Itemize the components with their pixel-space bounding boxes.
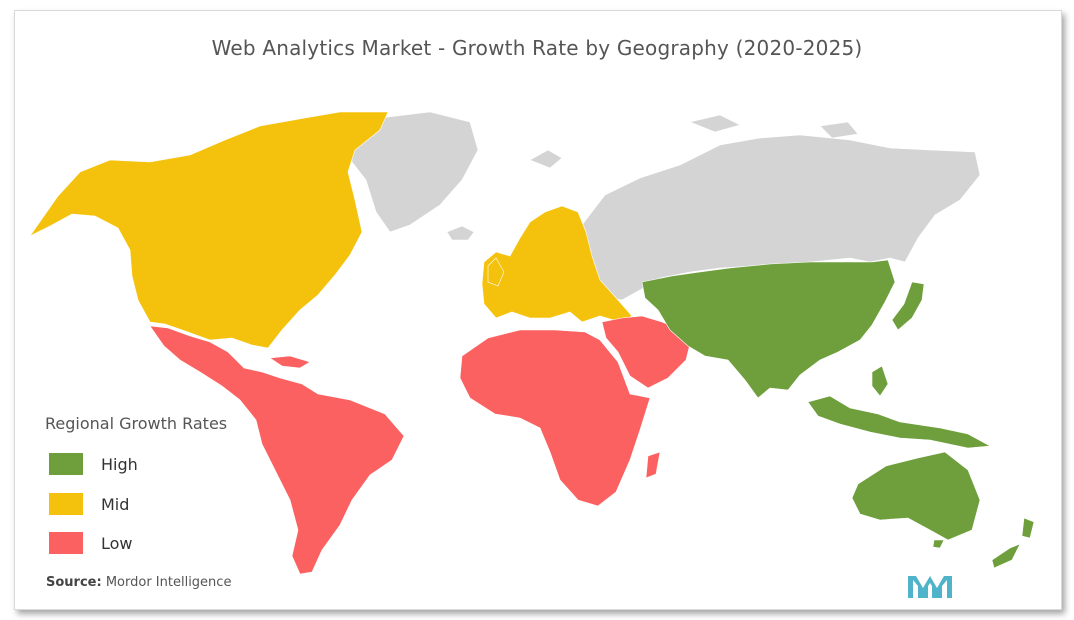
region-middle-east (601, 315, 691, 389)
legend-item-high: High (49, 453, 138, 475)
region-europe (481, 205, 633, 323)
region-russia-islands (689, 114, 859, 139)
region-iceland (446, 225, 475, 241)
region-australia (851, 451, 981, 541)
region-madagascar (645, 451, 661, 479)
region-caribbean (269, 355, 311, 369)
source-label: Source: (46, 575, 102, 590)
mordor-intelligence-logo-icon (908, 576, 952, 598)
region-new-zealand (991, 517, 1035, 569)
region-southeast-asia-islands (807, 395, 992, 449)
legend-label-mid: Mid (101, 494, 130, 514)
region-asia (641, 259, 896, 399)
region-russia (581, 134, 981, 301)
region-latin-america (149, 325, 405, 575)
legend-item-low: Low (49, 532, 133, 554)
legend-swatch-low (49, 532, 83, 554)
region-tasmania (932, 539, 945, 549)
legend-title: Regional Growth Rates (45, 414, 228, 433)
legend-swatch-mid (49, 493, 83, 515)
region-north-america (29, 111, 389, 349)
legend-label-high: High (101, 454, 138, 474)
region-uk (487, 257, 505, 287)
source-note: Source: Mordor Intelligence (46, 575, 231, 590)
source-text: Mordor Intelligence (105, 575, 232, 590)
region-japan (891, 281, 925, 331)
region-africa (459, 329, 651, 507)
region-greenland (349, 111, 479, 233)
region-philippines (871, 365, 889, 397)
legend-label-low: Low (101, 533, 133, 553)
map-title: Web Analytics Market - Growth Rate by Ge… (211, 36, 863, 60)
region-arctic-islands (529, 149, 563, 169)
legend-swatch-high (49, 453, 83, 475)
legend-item-mid: Mid (49, 493, 129, 515)
